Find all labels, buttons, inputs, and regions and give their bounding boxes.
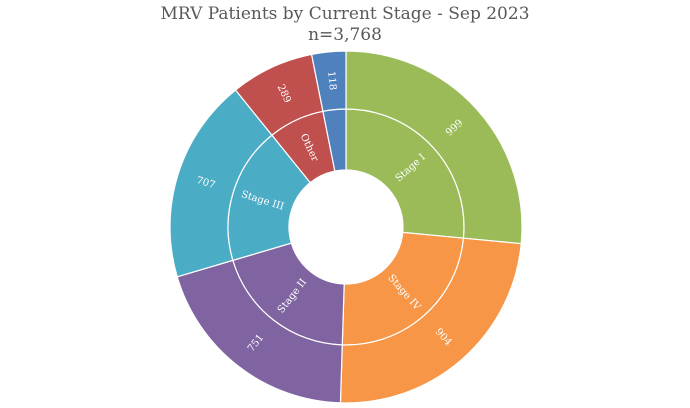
outer-slice-0	[345, 50, 523, 245]
chart-title-block: MRV Patients by Current Stage - Sep 2023…	[0, 4, 690, 46]
outer-slice-5	[310, 50, 347, 112]
chart-title: MRV Patients by Current Stage - Sep 2023	[160, 4, 530, 24]
outer-label-3: 707	[195, 175, 217, 191]
outer-label-5: 118	[325, 71, 338, 91]
chart-subtitle: n=3,768	[308, 25, 382, 45]
